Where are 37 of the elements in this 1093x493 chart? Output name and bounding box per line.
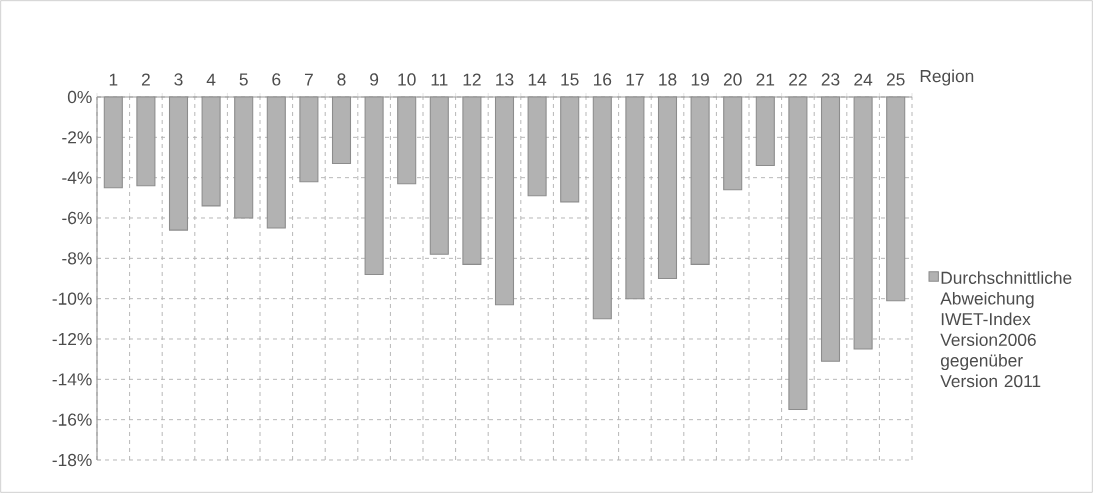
x-tick-label: 8 (337, 73, 346, 86)
x-tick-label: 15 (561, 73, 579, 86)
x-tick-label: 13 (496, 73, 514, 86)
x-tick-label: 12 (463, 73, 481, 86)
y-tick-label: -12% (52, 332, 92, 346)
y-tick-label: -4% (62, 171, 92, 184)
x-tick-label: 17 (626, 73, 644, 86)
y-tick-label: 0% (67, 90, 92, 104)
x-tick-label: 2 (141, 73, 150, 86)
x-tick-label: 4 (206, 73, 216, 86)
x-tick-label: 18 (659, 73, 677, 86)
x-tick-label: 3 (174, 73, 183, 86)
x-tick-label: 25 (886, 73, 905, 86)
x-tick-label: 19 (691, 73, 709, 86)
x-tick-label: 24 (854, 73, 873, 86)
y-tick-label: -16% (52, 413, 92, 426)
x-tick-label: 10 (398, 73, 416, 86)
y-tick-label: -10% (52, 292, 92, 305)
x-tick-label: 7 (304, 73, 313, 86)
x-axis-title: Region (920, 69, 974, 86)
x-tick-label: 5 (239, 73, 248, 86)
legend-label: Durchschnittliche Abweichung IWET-Index Version2006 gegenüber Version 2011 (940, 271, 1072, 388)
x-tick-label: 23 (821, 73, 840, 86)
y-tick-label: -14% (52, 373, 92, 386)
x-tick-label: 21 (756, 73, 775, 86)
x-tick-label: 20 (723, 73, 742, 86)
x-tick-label: 22 (789, 73, 807, 86)
x-tick-label: 1 (109, 73, 118, 86)
x-tick-label: 16 (593, 73, 612, 86)
y-tick-label: -6% (62, 211, 92, 225)
y-tick-label: -18% (52, 453, 92, 467)
y-tick-label: -2% (62, 131, 92, 144)
x-tick-label: 11 (431, 73, 448, 86)
x-tick-label: 9 (370, 73, 379, 86)
x-tick-label: 14 (528, 73, 547, 86)
y-tick-label: -8% (62, 252, 92, 265)
x-tick-label: 6 (272, 73, 281, 86)
